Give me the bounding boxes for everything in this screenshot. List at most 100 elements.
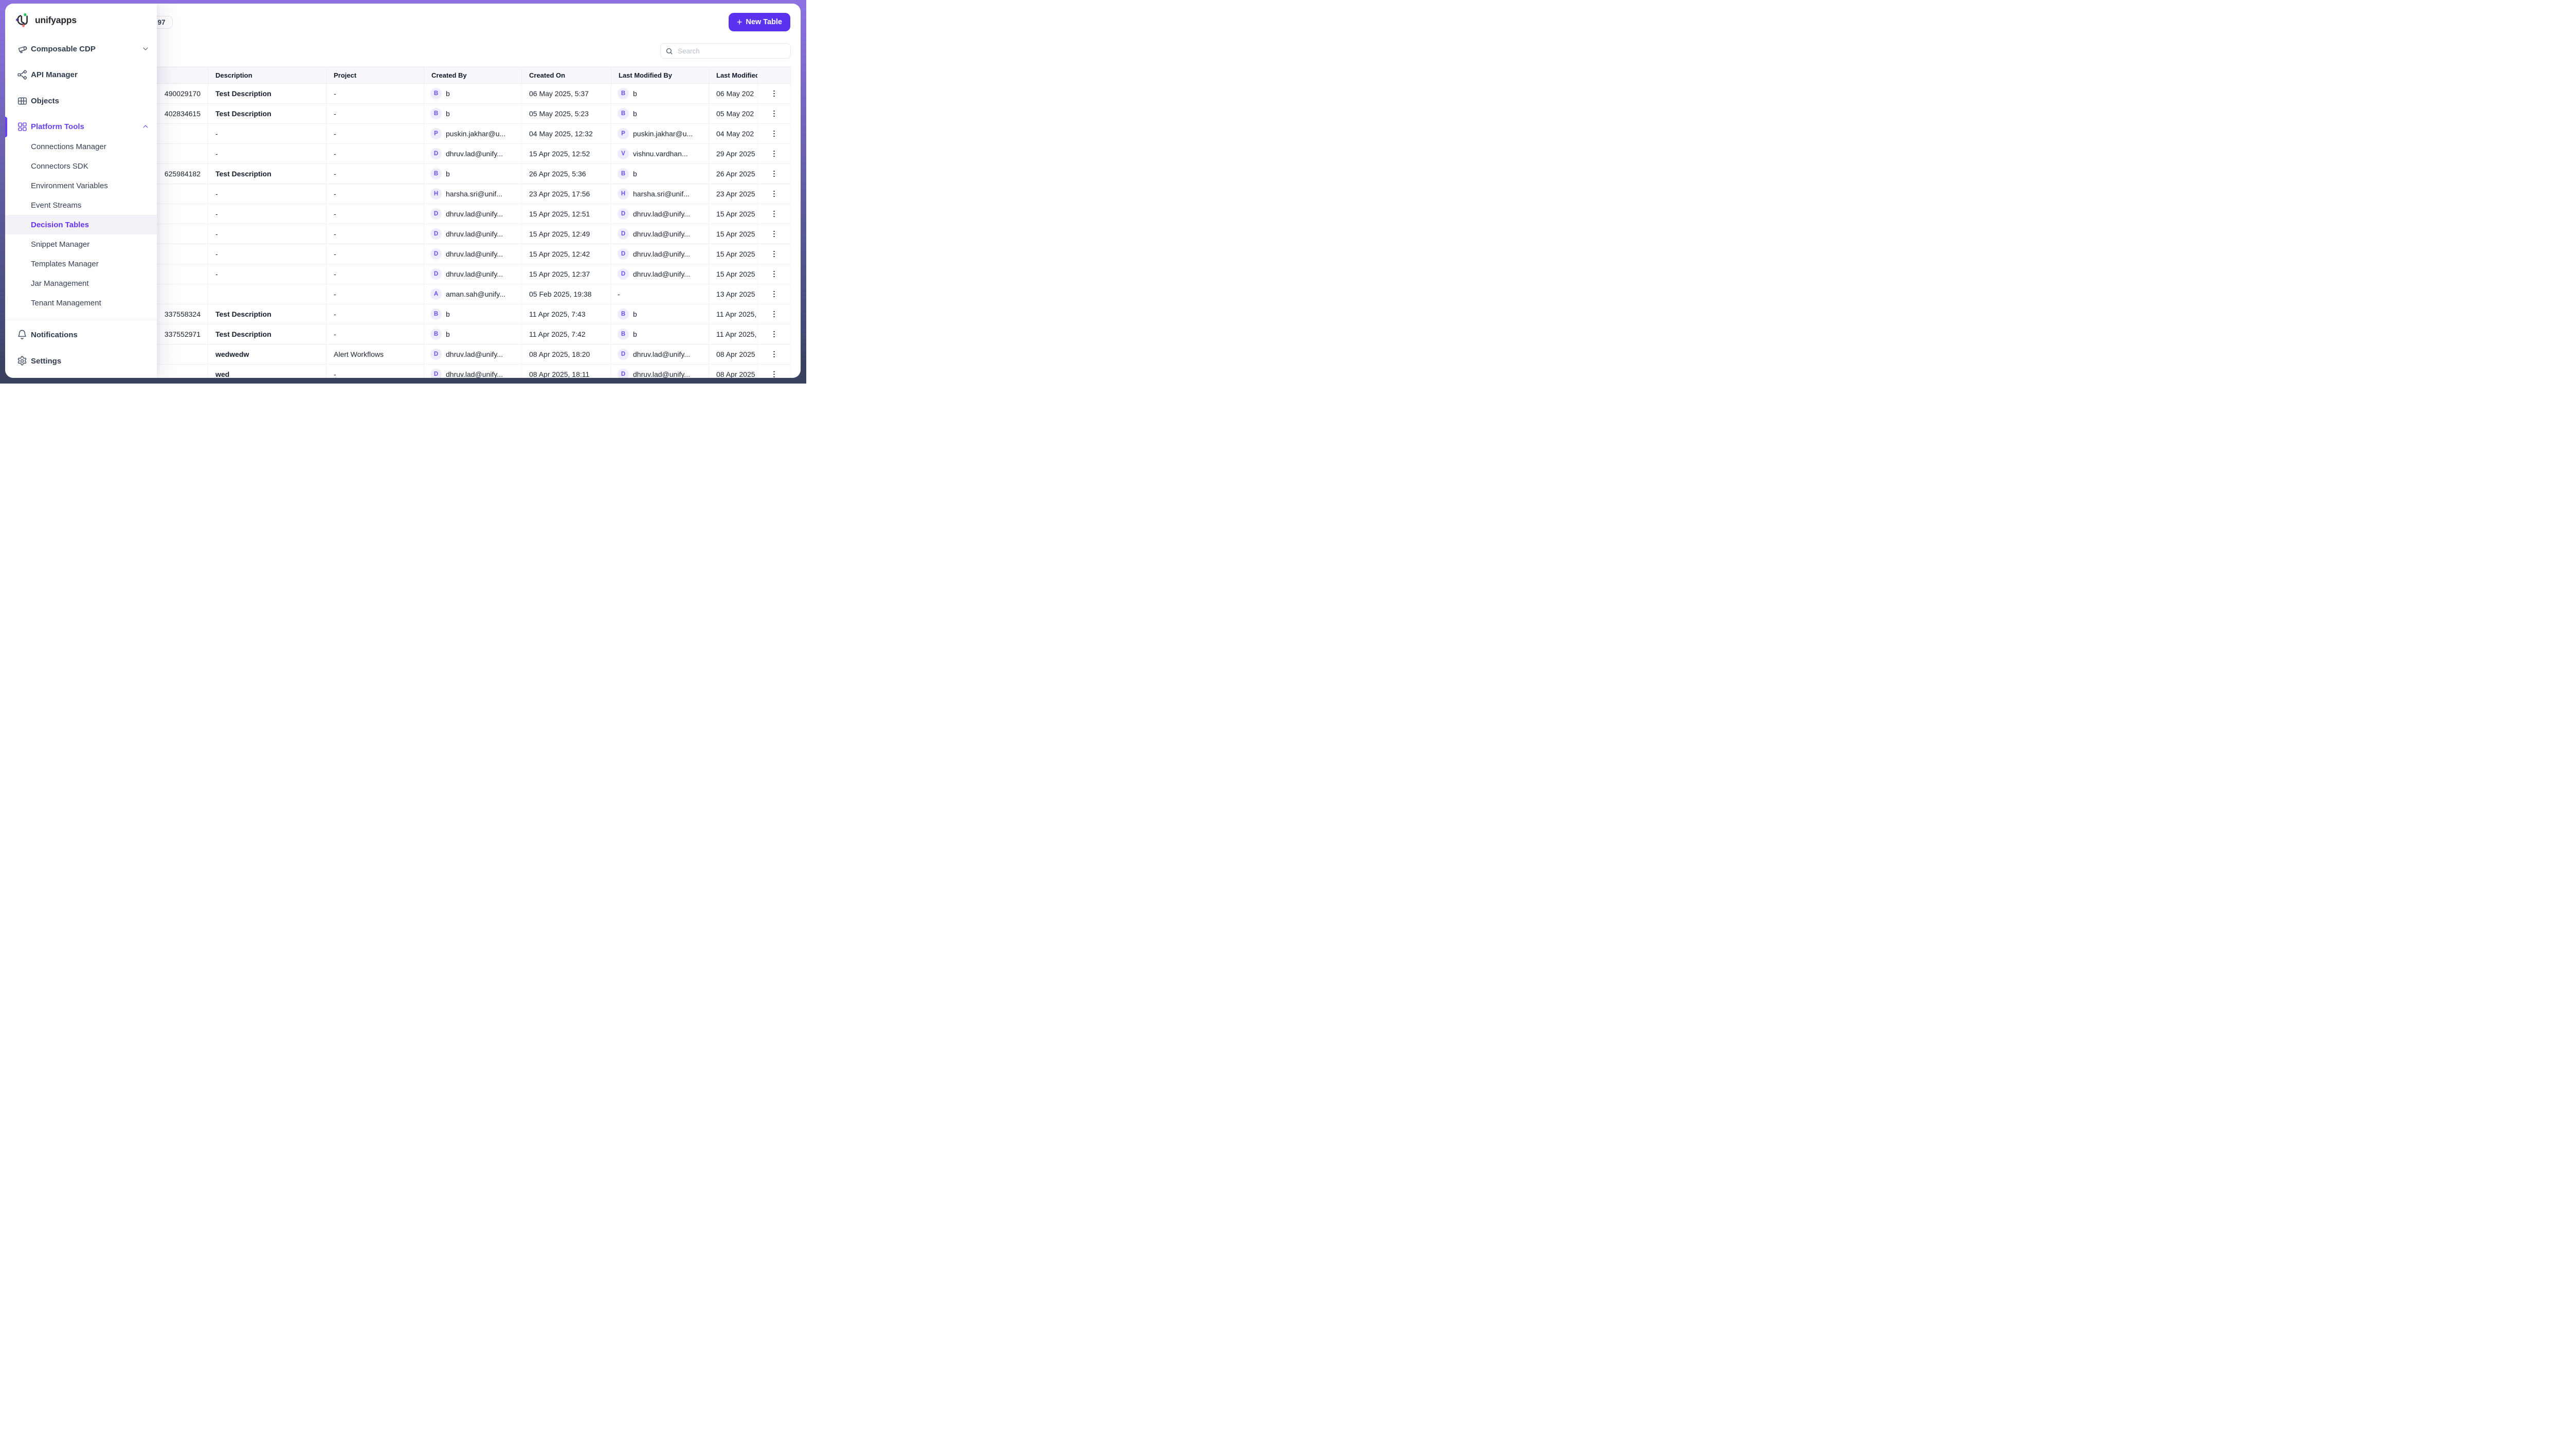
new-table-button[interactable]: + New Table — [728, 13, 790, 31]
user-name: b — [633, 330, 637, 338]
cell-last-modified-by: - — [611, 284, 709, 304]
user-name: harsha.sri@unif... — [446, 190, 502, 198]
sidebar-item-jar-management[interactable]: Jar Management — [5, 274, 157, 293]
sidebar-item-api-manager[interactable]: API Manager — [5, 64, 157, 85]
row-menu-kebab-icon[interactable] — [758, 311, 790, 318]
sidebar-item-connections-manager[interactable]: Connections Manager — [5, 137, 157, 156]
cell-description: - — [208, 144, 327, 164]
sidebar-item-settings[interactable]: Settings — [5, 351, 157, 371]
chevron-up-icon[interactable] — [141, 122, 150, 131]
avatar: D — [430, 268, 442, 280]
row-menu-kebab-icon[interactable] — [758, 290, 790, 298]
row-menu-kebab-icon[interactable] — [758, 110, 790, 117]
column-header-description[interactable]: Description — [208, 67, 327, 84]
row-menu-kebab-icon[interactable] — [758, 190, 790, 197]
row-menu-kebab-icon[interactable] — [758, 170, 790, 177]
cell-created-on: 23 Apr 2025, 17:56 — [522, 184, 611, 204]
avatar: D — [430, 228, 442, 240]
cell-created-on: 08 Apr 2025, 18:20 — [522, 344, 611, 365]
description-text: Test Description — [215, 110, 271, 118]
unifyapps-logo-icon — [16, 13, 28, 27]
cell-created-on: 11 Apr 2025, 7:42 — [522, 324, 611, 344]
sidebar-item-decision-tables[interactable]: Decision Tables — [5, 215, 157, 234]
avatar: D — [430, 349, 442, 360]
sidebar-item-platform-tools[interactable]: Platform Tools — [5, 116, 157, 137]
sidebar-item-templates-manager[interactable]: Templates Manager — [5, 254, 157, 274]
search-icon — [666, 48, 673, 54]
cell-actions — [758, 284, 791, 304]
sidebar-item-label: Objects — [31, 96, 60, 105]
description-text: Test Description — [215, 330, 271, 338]
avatar: B — [618, 308, 629, 320]
row-menu-kebab-icon[interactable] — [758, 331, 790, 338]
cell-actions — [758, 124, 791, 144]
row-menu-kebab-icon[interactable] — [758, 210, 790, 217]
description-text: wed — [215, 370, 230, 378]
sidebar-item-label: Composable CDP — [31, 44, 96, 53]
user-name: dhruv.lad@unify... — [446, 230, 503, 238]
cell-last-modified: 15 Apr 2025 — [709, 224, 758, 244]
share-icon — [16, 69, 28, 80]
user-name: vishnu.vardhan... — [633, 150, 688, 158]
user-name: b — [633, 89, 637, 98]
row-menu-kebab-icon[interactable] — [758, 270, 790, 278]
cell-created-on: 15 Apr 2025, 12:49 — [522, 224, 611, 244]
user-name: b — [446, 330, 450, 338]
row-menu-kebab-icon[interactable] — [758, 250, 790, 258]
cell-actions — [758, 365, 791, 378]
sidebar-subitem-label: Snippet Manager — [31, 240, 90, 249]
cell-project: - — [327, 84, 424, 104]
user-name: dhruv.lad@unify... — [633, 270, 690, 278]
column-header-last-modified[interactable]: Last Modified — [709, 67, 758, 84]
row-menu-kebab-icon[interactable] — [758, 371, 790, 378]
search-input[interactable] — [677, 46, 786, 56]
column-header-last-modified-by[interactable]: Last Modified By — [611, 67, 709, 84]
user-name: b — [446, 170, 450, 178]
sidebar-item-composable-cdp[interactable]: Composable CDP — [5, 39, 157, 59]
sidebar-item-tenant-management[interactable]: Tenant Management — [5, 293, 157, 313]
column-header-project[interactable]: Project — [327, 67, 424, 84]
sidebar-item-snippet-manager[interactable]: Snippet Manager — [5, 234, 157, 254]
cell-last-modified: 08 Apr 2025 — [709, 344, 758, 365]
row-menu-kebab-icon[interactable] — [758, 351, 790, 358]
row-menu-kebab-icon[interactable] — [758, 130, 790, 137]
avatar: B — [618, 168, 629, 179]
cell-actions — [758, 324, 791, 344]
sidebar-item-connectors-sdk[interactable]: Connectors SDK — [5, 156, 157, 176]
row-menu-kebab-icon[interactable] — [758, 230, 790, 238]
sidebar-item-event-streams[interactable]: Event Streams — [5, 195, 157, 215]
avatar: B — [618, 108, 629, 119]
cell-created-on: 11 Apr 2025, 7:43 — [522, 304, 611, 324]
cell-description: - — [208, 224, 327, 244]
sidebar-item-environment-variables[interactable]: Environment Variables — [5, 176, 157, 195]
sidebar-item-objects[interactable]: Objects — [5, 90, 157, 111]
cell-last-modified: 06 May 202 — [709, 84, 758, 104]
avatar: D — [618, 248, 629, 260]
gear-icon — [16, 355, 28, 367]
sidebar-item-notifications[interactable]: Notifications — [5, 324, 157, 345]
row-menu-kebab-icon[interactable] — [758, 150, 790, 157]
row-menu-kebab-icon[interactable] — [758, 90, 790, 97]
column-header-created-on[interactable]: Created On — [522, 67, 611, 84]
sidebar-item-label: Settings — [31, 356, 62, 366]
avatar: P — [618, 128, 629, 139]
megaphone-icon — [16, 43, 28, 54]
user-name: - — [618, 290, 620, 298]
column-header-created-by[interactable]: Created By — [424, 67, 522, 84]
cell-project: - — [327, 365, 424, 378]
search-box[interactable] — [660, 43, 791, 59]
cell-created-on: 15 Apr 2025, 12:52 — [522, 144, 611, 164]
chevron-down-icon[interactable] — [141, 45, 150, 53]
